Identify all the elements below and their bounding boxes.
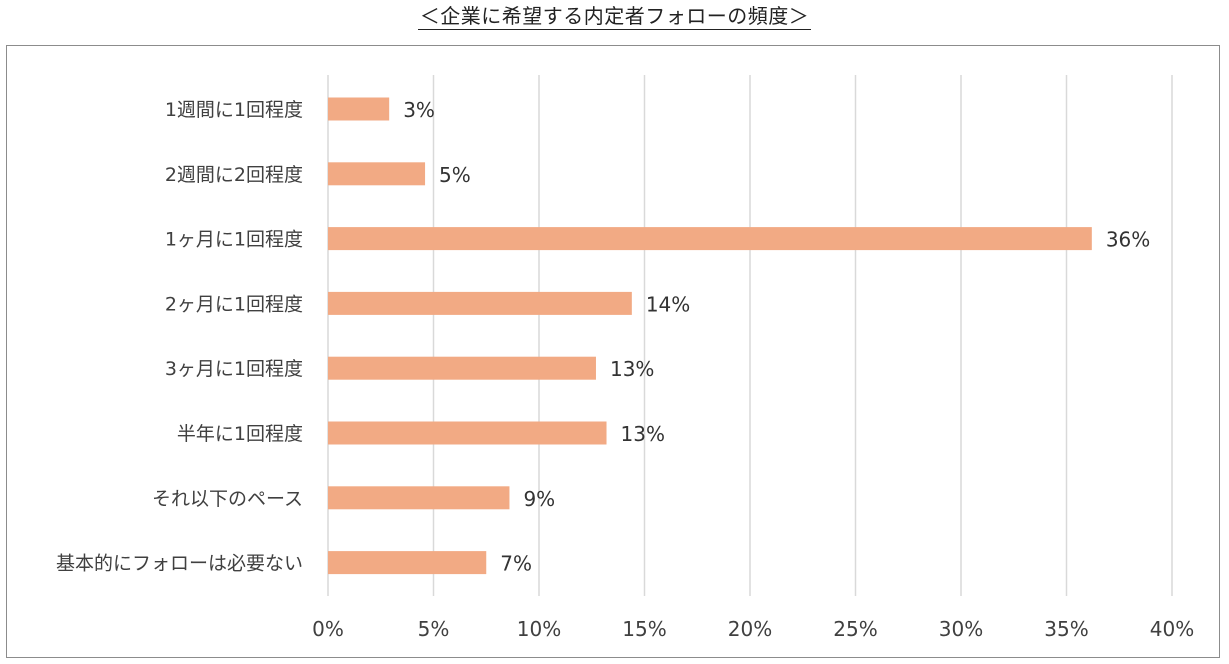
bar	[328, 291, 632, 315]
category-label: 2週間に2回程度	[165, 164, 303, 186]
category-label: 1ヶ月に1回程度	[165, 229, 303, 251]
x-tick-label: 10%	[517, 617, 561, 641]
bar	[328, 486, 510, 510]
bar	[328, 356, 596, 380]
x-tick-label: 15%	[622, 617, 666, 641]
category-label: 3ヶ月に1回程度	[165, 358, 303, 380]
data-label: 13%	[610, 357, 654, 381]
value-labels: 3% 5% 36% 14% 13% 13% 9% 7%	[403, 98, 1150, 576]
x-tick-label: 20%	[728, 617, 772, 641]
x-tick-label: 25%	[833, 617, 877, 641]
x-tick-label: 30%	[939, 617, 983, 641]
category-labels: 1週間に1回程度 2週間に2回程度 1ヶ月に1回程度 2ヶ月に1回程度 3ヶ月に1回程度…	[56, 99, 303, 575]
category-label: 半年に1回程度	[177, 423, 303, 445]
category-label: 基本的にフォローは必要ない	[56, 553, 303, 575]
data-label: 13%	[621, 422, 665, 446]
x-tick-label: 5%	[418, 617, 450, 641]
bar	[328, 227, 1092, 251]
bar	[328, 162, 426, 186]
x-tick-label: 35%	[1044, 617, 1088, 641]
bar	[328, 421, 607, 445]
category-label: それ以下のペース	[152, 488, 303, 510]
bar	[328, 551, 487, 575]
gridlines	[327, 75, 1173, 596]
x-axis-ticks: 0% 5% 10% 15% 20% 25% 30% 35% 40%	[312, 617, 1194, 641]
data-label: 14%	[646, 292, 690, 316]
page-title-text: ＜企業に希望する内定者フォローの頻度＞	[417, 4, 812, 30]
x-tick-label: 0%	[312, 617, 344, 641]
x-tick-label: 40%	[1150, 617, 1194, 641]
data-label: 5%	[439, 163, 471, 187]
data-label: 3%	[403, 98, 435, 122]
category-label: 1週間に1回程度	[165, 99, 303, 121]
bars	[328, 97, 1092, 575]
data-label: 36%	[1106, 228, 1150, 252]
data-label: 9%	[523, 487, 555, 511]
page-title: ＜企業に希望する内定者フォローの頻度＞	[0, 4, 1229, 30]
chart-frame	[6, 45, 1220, 658]
category-label: 2ヶ月に1回程度	[165, 293, 303, 315]
data-label: 7%	[500, 552, 532, 576]
bar	[328, 97, 390, 121]
